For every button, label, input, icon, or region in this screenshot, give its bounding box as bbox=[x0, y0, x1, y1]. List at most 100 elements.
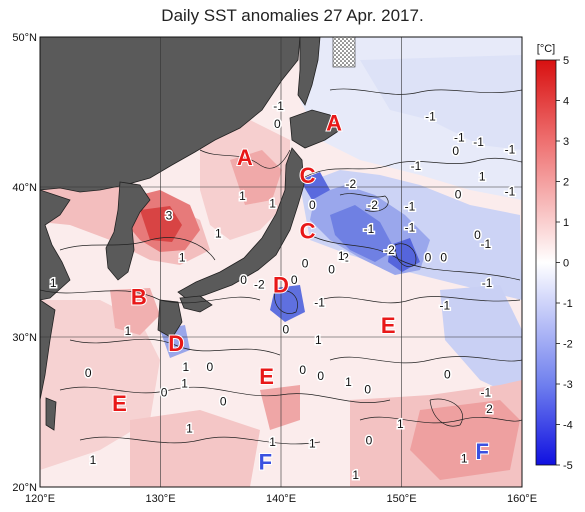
longitude-labels: 120°E 130°E 140°E 150°E 160°E bbox=[25, 493, 537, 505]
contour-value-label: 1 bbox=[186, 422, 193, 436]
contour-value-label: 1 bbox=[90, 453, 97, 467]
contour-value-label: -1 bbox=[425, 110, 436, 124]
contour-value-label: 0 bbox=[452, 144, 459, 158]
contour-value-label: 1 bbox=[50, 276, 57, 290]
contour-value-label: 0 bbox=[309, 198, 316, 212]
contour-value-label: 1 bbox=[345, 375, 352, 389]
region-label: A bbox=[237, 145, 253, 170]
colorbar-tick-label: 2 bbox=[563, 177, 569, 189]
contour-value-label: 0 bbox=[207, 360, 214, 374]
contour-value-label: 0 bbox=[444, 368, 451, 382]
contour-value-label: 1 bbox=[352, 468, 359, 482]
contour-value-label: -1 bbox=[314, 296, 325, 310]
lat-tick-label: 20°N bbox=[12, 482, 37, 494]
contour-value-label: 1 bbox=[309, 437, 316, 451]
contour-value-label: 0 bbox=[274, 117, 281, 131]
contour-value-label: 0 bbox=[220, 395, 227, 409]
map-frame bbox=[39, 36, 523, 488]
contour-value-label: -2 bbox=[338, 251, 349, 265]
region-label: C bbox=[300, 163, 316, 188]
contour-value-label: 0 bbox=[282, 323, 289, 337]
contour-value-label: 3 bbox=[166, 209, 173, 223]
latitude-labels: 50°N 40°N 30°N 20°N bbox=[12, 32, 37, 494]
colorbar-tick-label: 1 bbox=[563, 217, 569, 229]
contour-value-label: 0 bbox=[317, 369, 324, 383]
region-label: B bbox=[131, 285, 147, 310]
contour-value-label: 1 bbox=[338, 249, 345, 263]
colorbar-tick-label: -5 bbox=[563, 460, 573, 472]
contour-value-label: -1 bbox=[273, 99, 284, 113]
lat-tick-label: 30°N bbox=[12, 332, 37, 344]
lon-tick-label: 150°E bbox=[386, 493, 416, 505]
contour-value-label: 0 bbox=[299, 363, 306, 377]
contour-value-label: 1 bbox=[269, 435, 276, 449]
contour-value-label: 0 bbox=[240, 273, 247, 287]
contour-value-label: 1 bbox=[215, 227, 222, 241]
sea-ice-hatch bbox=[332, 36, 356, 68]
colorbar: [°C] 5 4 3 2 1 0 -1 -2 -3 -4 -5 bbox=[535, 43, 573, 472]
contour-value-label: -1 bbox=[405, 200, 416, 214]
region-label: A bbox=[326, 111, 342, 136]
colorbar-gradient bbox=[535, 59, 557, 466]
colorbar-tick-label: 5 bbox=[563, 55, 569, 67]
contour-value-label: 0 bbox=[302, 257, 309, 271]
region-label: E bbox=[112, 391, 127, 416]
contour-value-label: 0 bbox=[291, 273, 298, 287]
contour-value-label: -2 bbox=[346, 177, 357, 191]
colorbar-ticks: 5 4 3 2 1 0 -1 -2 -3 -4 -5 bbox=[556, 55, 573, 472]
colorbar-tick-label: 0 bbox=[563, 258, 569, 270]
contour-value-label: 0 bbox=[474, 228, 481, 242]
contour-value-label: -1 bbox=[454, 131, 465, 145]
colorbar-tick-label: -3 bbox=[563, 379, 573, 391]
contour-value-label: -2 bbox=[384, 243, 395, 257]
contour-value-label: 1 bbox=[125, 324, 132, 338]
contour-value-label: 1 bbox=[179, 251, 186, 265]
region-label: E bbox=[381, 313, 396, 338]
colorbar-unit: [°C] bbox=[537, 43, 555, 55]
contour-value-label: 0 bbox=[364, 383, 371, 397]
contour-value-label: 1 bbox=[315, 333, 322, 347]
contour-value-label: 1 bbox=[181, 377, 188, 391]
contour-value-label: -1 bbox=[482, 276, 493, 290]
region-label: D bbox=[273, 273, 289, 298]
lon-tick-label: 130°E bbox=[145, 493, 175, 505]
lon-tick-label: 160°E bbox=[507, 493, 537, 505]
contour-lines bbox=[40, 88, 522, 445]
contour-value-label: 1 bbox=[397, 417, 404, 431]
region-label: E bbox=[259, 364, 274, 389]
colorbar-tick-label: 4 bbox=[563, 96, 569, 108]
colorbar-tick-label: -2 bbox=[563, 339, 573, 351]
region-label: D bbox=[168, 331, 184, 356]
contour-value-label: -1 bbox=[473, 135, 484, 149]
contour-value-label: -1 bbox=[411, 159, 422, 173]
contour-value-label: 1 bbox=[461, 452, 468, 466]
lat-tick-label: 40°N bbox=[12, 182, 37, 194]
contour-value-label: 0 bbox=[455, 188, 462, 202]
colorbar-tick-label: 3 bbox=[563, 136, 569, 148]
contour-value-label: -1 bbox=[405, 221, 416, 235]
contour-value-label: 1 bbox=[239, 189, 246, 203]
graticule bbox=[40, 37, 522, 487]
contour-value-label: 0 bbox=[161, 386, 168, 400]
contour-value-label: 1 bbox=[479, 170, 486, 184]
land-mass bbox=[40, 37, 341, 431]
contour-value-label: 1 bbox=[182, 360, 189, 374]
colorbar-tick-label: -4 bbox=[563, 420, 573, 432]
contour-value-label: -1 bbox=[481, 386, 492, 400]
contour-value-label: 0 bbox=[440, 251, 447, 265]
contour-value-label: 0 bbox=[328, 263, 335, 277]
contour-value-label: -2 bbox=[367, 198, 378, 212]
contour-value-label: -1 bbox=[481, 237, 492, 251]
contour-value-label: -1 bbox=[364, 222, 375, 236]
contour-value-label: 0 bbox=[425, 251, 432, 265]
contour-value-label: -1 bbox=[505, 143, 516, 157]
region-label: C bbox=[300, 219, 316, 244]
region-label: F bbox=[476, 439, 489, 464]
contour-value-label: -2 bbox=[254, 278, 265, 292]
contour-value-label: -1 bbox=[440, 299, 451, 313]
colorbar-tick-label: -1 bbox=[563, 298, 573, 310]
contour-value-label: 2 bbox=[486, 402, 493, 416]
